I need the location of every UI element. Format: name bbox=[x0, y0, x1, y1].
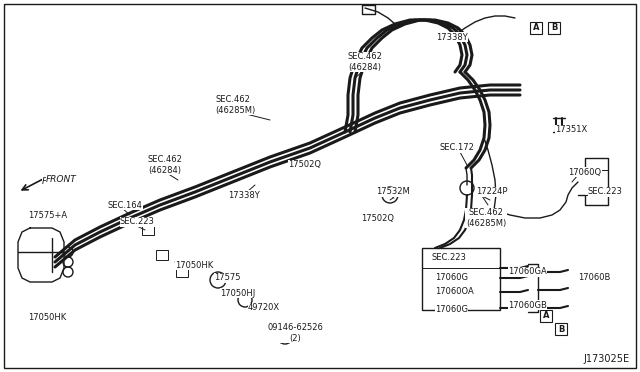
Text: 09146-62526
(2): 09146-62526 (2) bbox=[267, 323, 323, 343]
Text: SEC.462
(46285M): SEC.462 (46285M) bbox=[215, 95, 255, 115]
Text: 17050HK: 17050HK bbox=[28, 314, 67, 323]
Text: SEC.172: SEC.172 bbox=[440, 144, 475, 153]
Text: FRONT: FRONT bbox=[42, 177, 73, 186]
Text: 17050HJ: 17050HJ bbox=[220, 289, 255, 298]
Text: 17060B: 17060B bbox=[578, 273, 611, 282]
Text: 17060GA: 17060GA bbox=[508, 267, 547, 276]
Text: A: A bbox=[532, 23, 540, 32]
Bar bbox=[176, 267, 188, 277]
Text: 17050HK: 17050HK bbox=[175, 260, 213, 269]
Text: 17224P: 17224P bbox=[476, 187, 508, 196]
Bar bbox=[530, 22, 542, 34]
Text: J173025E: J173025E bbox=[584, 354, 630, 364]
Text: SEC.462
(46284): SEC.462 (46284) bbox=[348, 52, 383, 72]
Text: 17060G: 17060G bbox=[435, 305, 468, 314]
Text: SEC.462
(46284): SEC.462 (46284) bbox=[148, 155, 183, 175]
Text: SEC.164: SEC.164 bbox=[108, 201, 143, 209]
Text: 17575: 17575 bbox=[214, 273, 241, 282]
Text: 17351X: 17351X bbox=[555, 125, 588, 135]
Text: 2: 2 bbox=[283, 335, 287, 341]
Text: 17502Q: 17502Q bbox=[362, 214, 394, 222]
Text: B: B bbox=[551, 23, 557, 32]
Text: 17532M: 17532M bbox=[376, 187, 410, 196]
Text: SEC.223: SEC.223 bbox=[588, 187, 623, 196]
Text: 17060OA: 17060OA bbox=[435, 288, 474, 296]
Text: 17060Q: 17060Q bbox=[568, 167, 601, 176]
Bar bbox=[156, 250, 168, 260]
Text: SEC.223: SEC.223 bbox=[432, 253, 467, 263]
Text: 49720X: 49720X bbox=[248, 304, 280, 312]
Text: 17060G: 17060G bbox=[435, 273, 468, 282]
Bar bbox=[540, 310, 552, 322]
Text: SEC.462
(46285M): SEC.462 (46285M) bbox=[466, 208, 506, 228]
Text: A: A bbox=[543, 311, 549, 321]
Text: FRONT: FRONT bbox=[46, 176, 77, 185]
Bar bbox=[142, 225, 154, 235]
Bar bbox=[548, 22, 560, 34]
Bar bbox=[422, 248, 500, 310]
Text: 17575+A: 17575+A bbox=[28, 211, 67, 219]
Text: 17502Q: 17502Q bbox=[288, 160, 321, 170]
Bar bbox=[555, 323, 567, 335]
Text: 17338Y: 17338Y bbox=[436, 32, 468, 42]
Text: 17338Y: 17338Y bbox=[228, 190, 260, 199]
Text: 17060GB: 17060GB bbox=[508, 301, 547, 310]
Text: B: B bbox=[558, 324, 564, 334]
Text: SEC.223: SEC.223 bbox=[120, 218, 155, 227]
